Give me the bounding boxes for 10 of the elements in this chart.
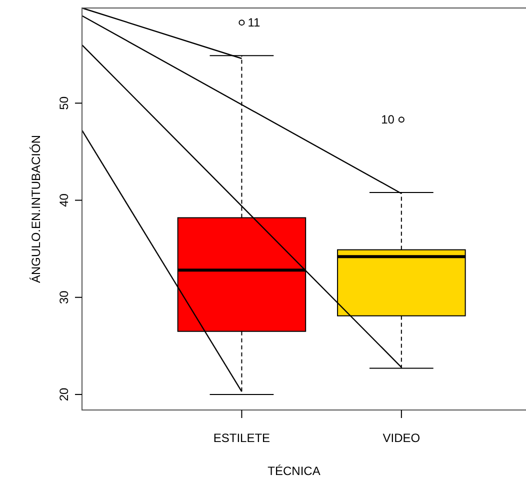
- y-tick-label: 30: [57, 290, 71, 304]
- y-tick-label: 50: [57, 96, 71, 110]
- x-tick-label: ESTILETE: [213, 431, 270, 445]
- annotation: 11: [248, 16, 260, 30]
- y-tick-label: 40: [57, 193, 71, 207]
- y-tick-label: 20: [57, 387, 71, 402]
- annotation: 10: [381, 112, 395, 127]
- y-axis-title: ÁNGULO.EN.INTUBACIÓN: [29, 134, 43, 284]
- x-tick-label: VIDEO: [382, 431, 420, 445]
- x-axis-title: TÉCNICA: [268, 464, 320, 478]
